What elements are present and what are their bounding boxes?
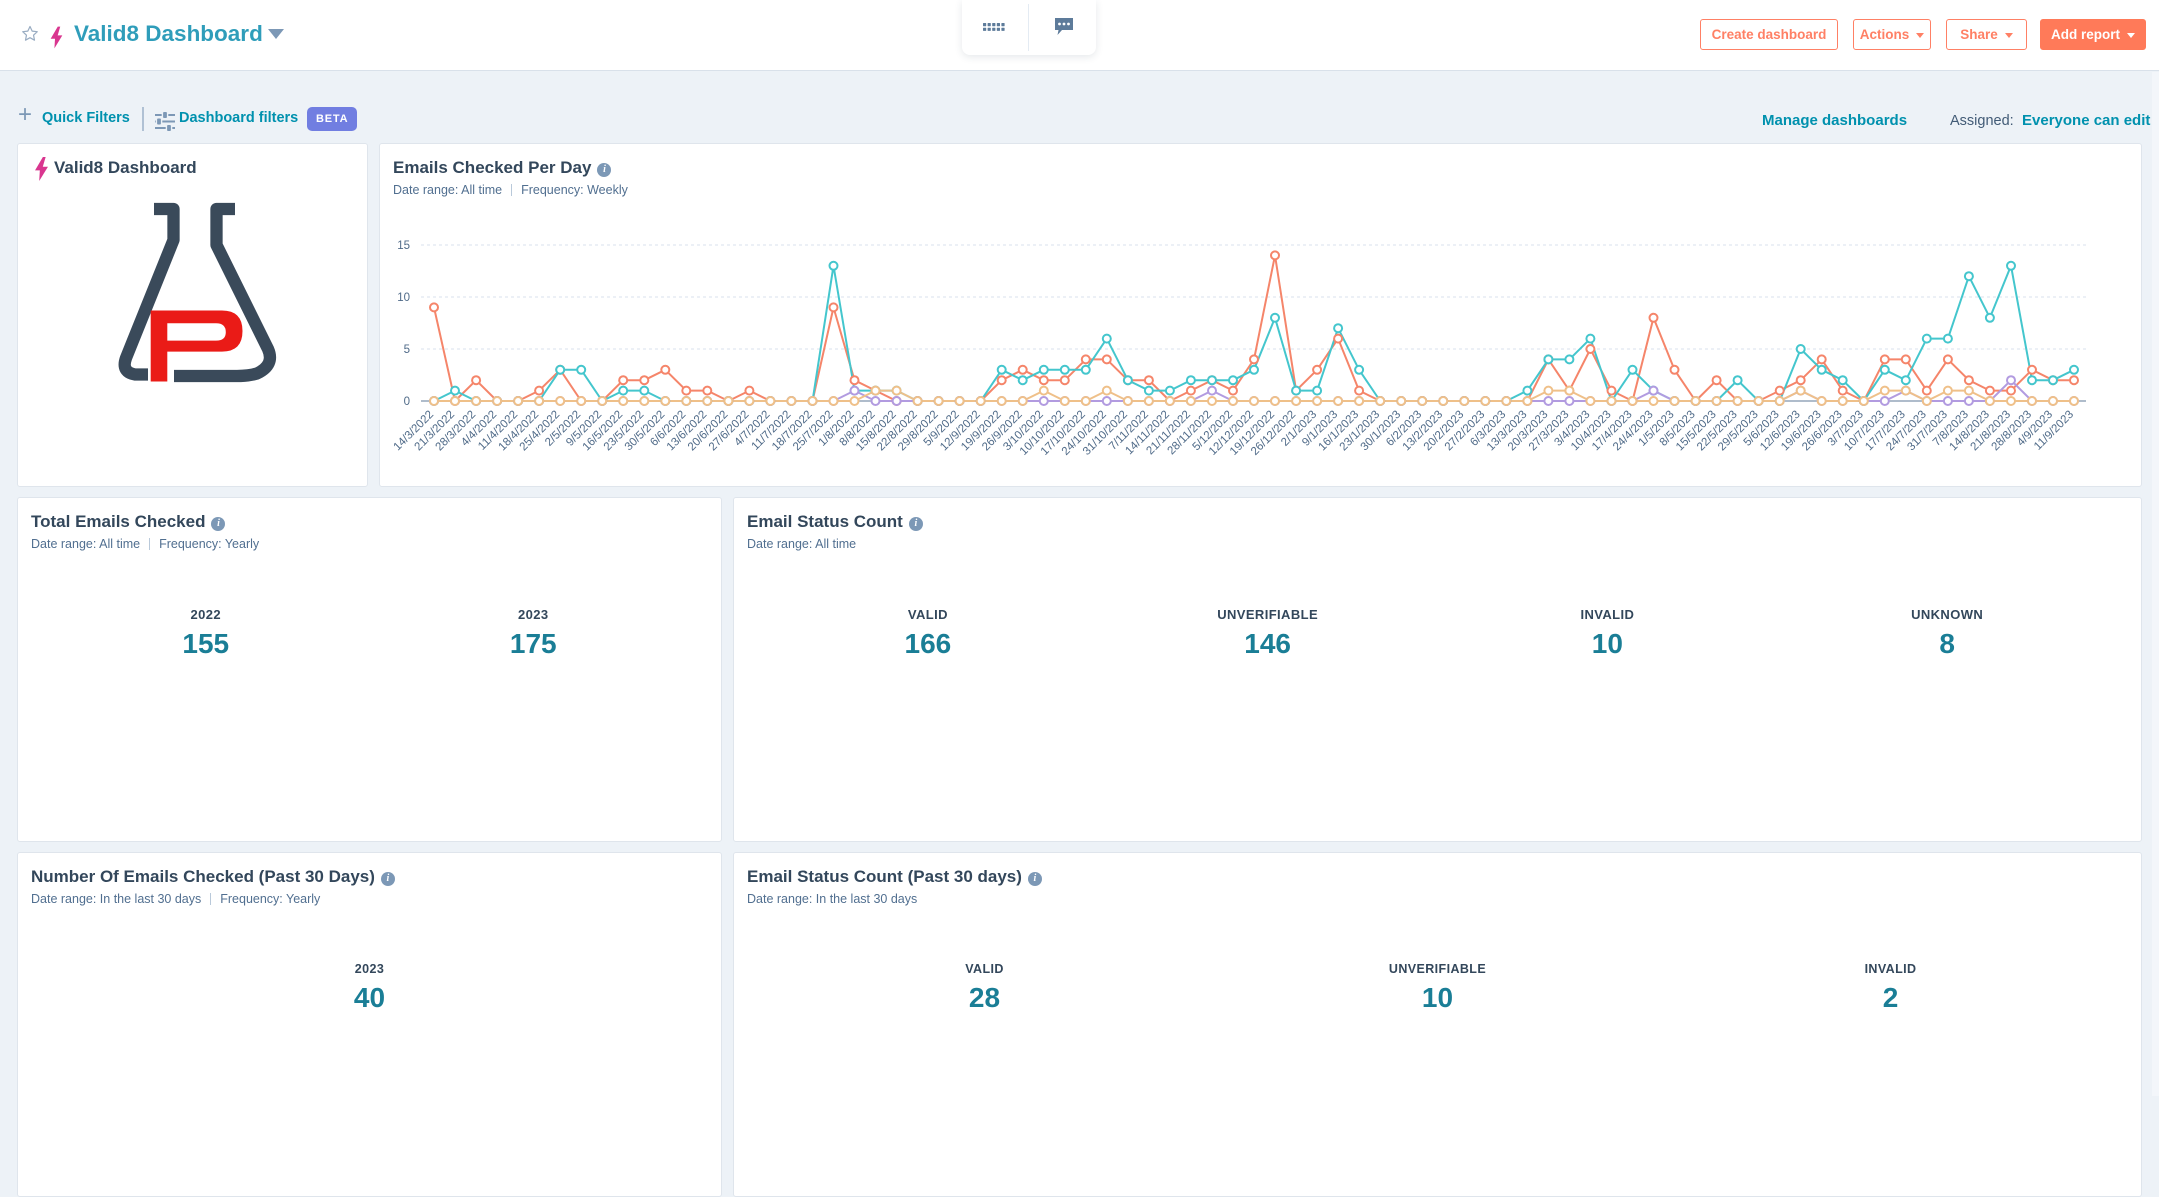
svg-text:15: 15 <box>397 240 410 252</box>
svg-text:5: 5 <box>404 344 410 356</box>
svg-text:0: 0 <box>404 396 410 408</box>
svg-text:10: 10 <box>397 292 410 304</box>
